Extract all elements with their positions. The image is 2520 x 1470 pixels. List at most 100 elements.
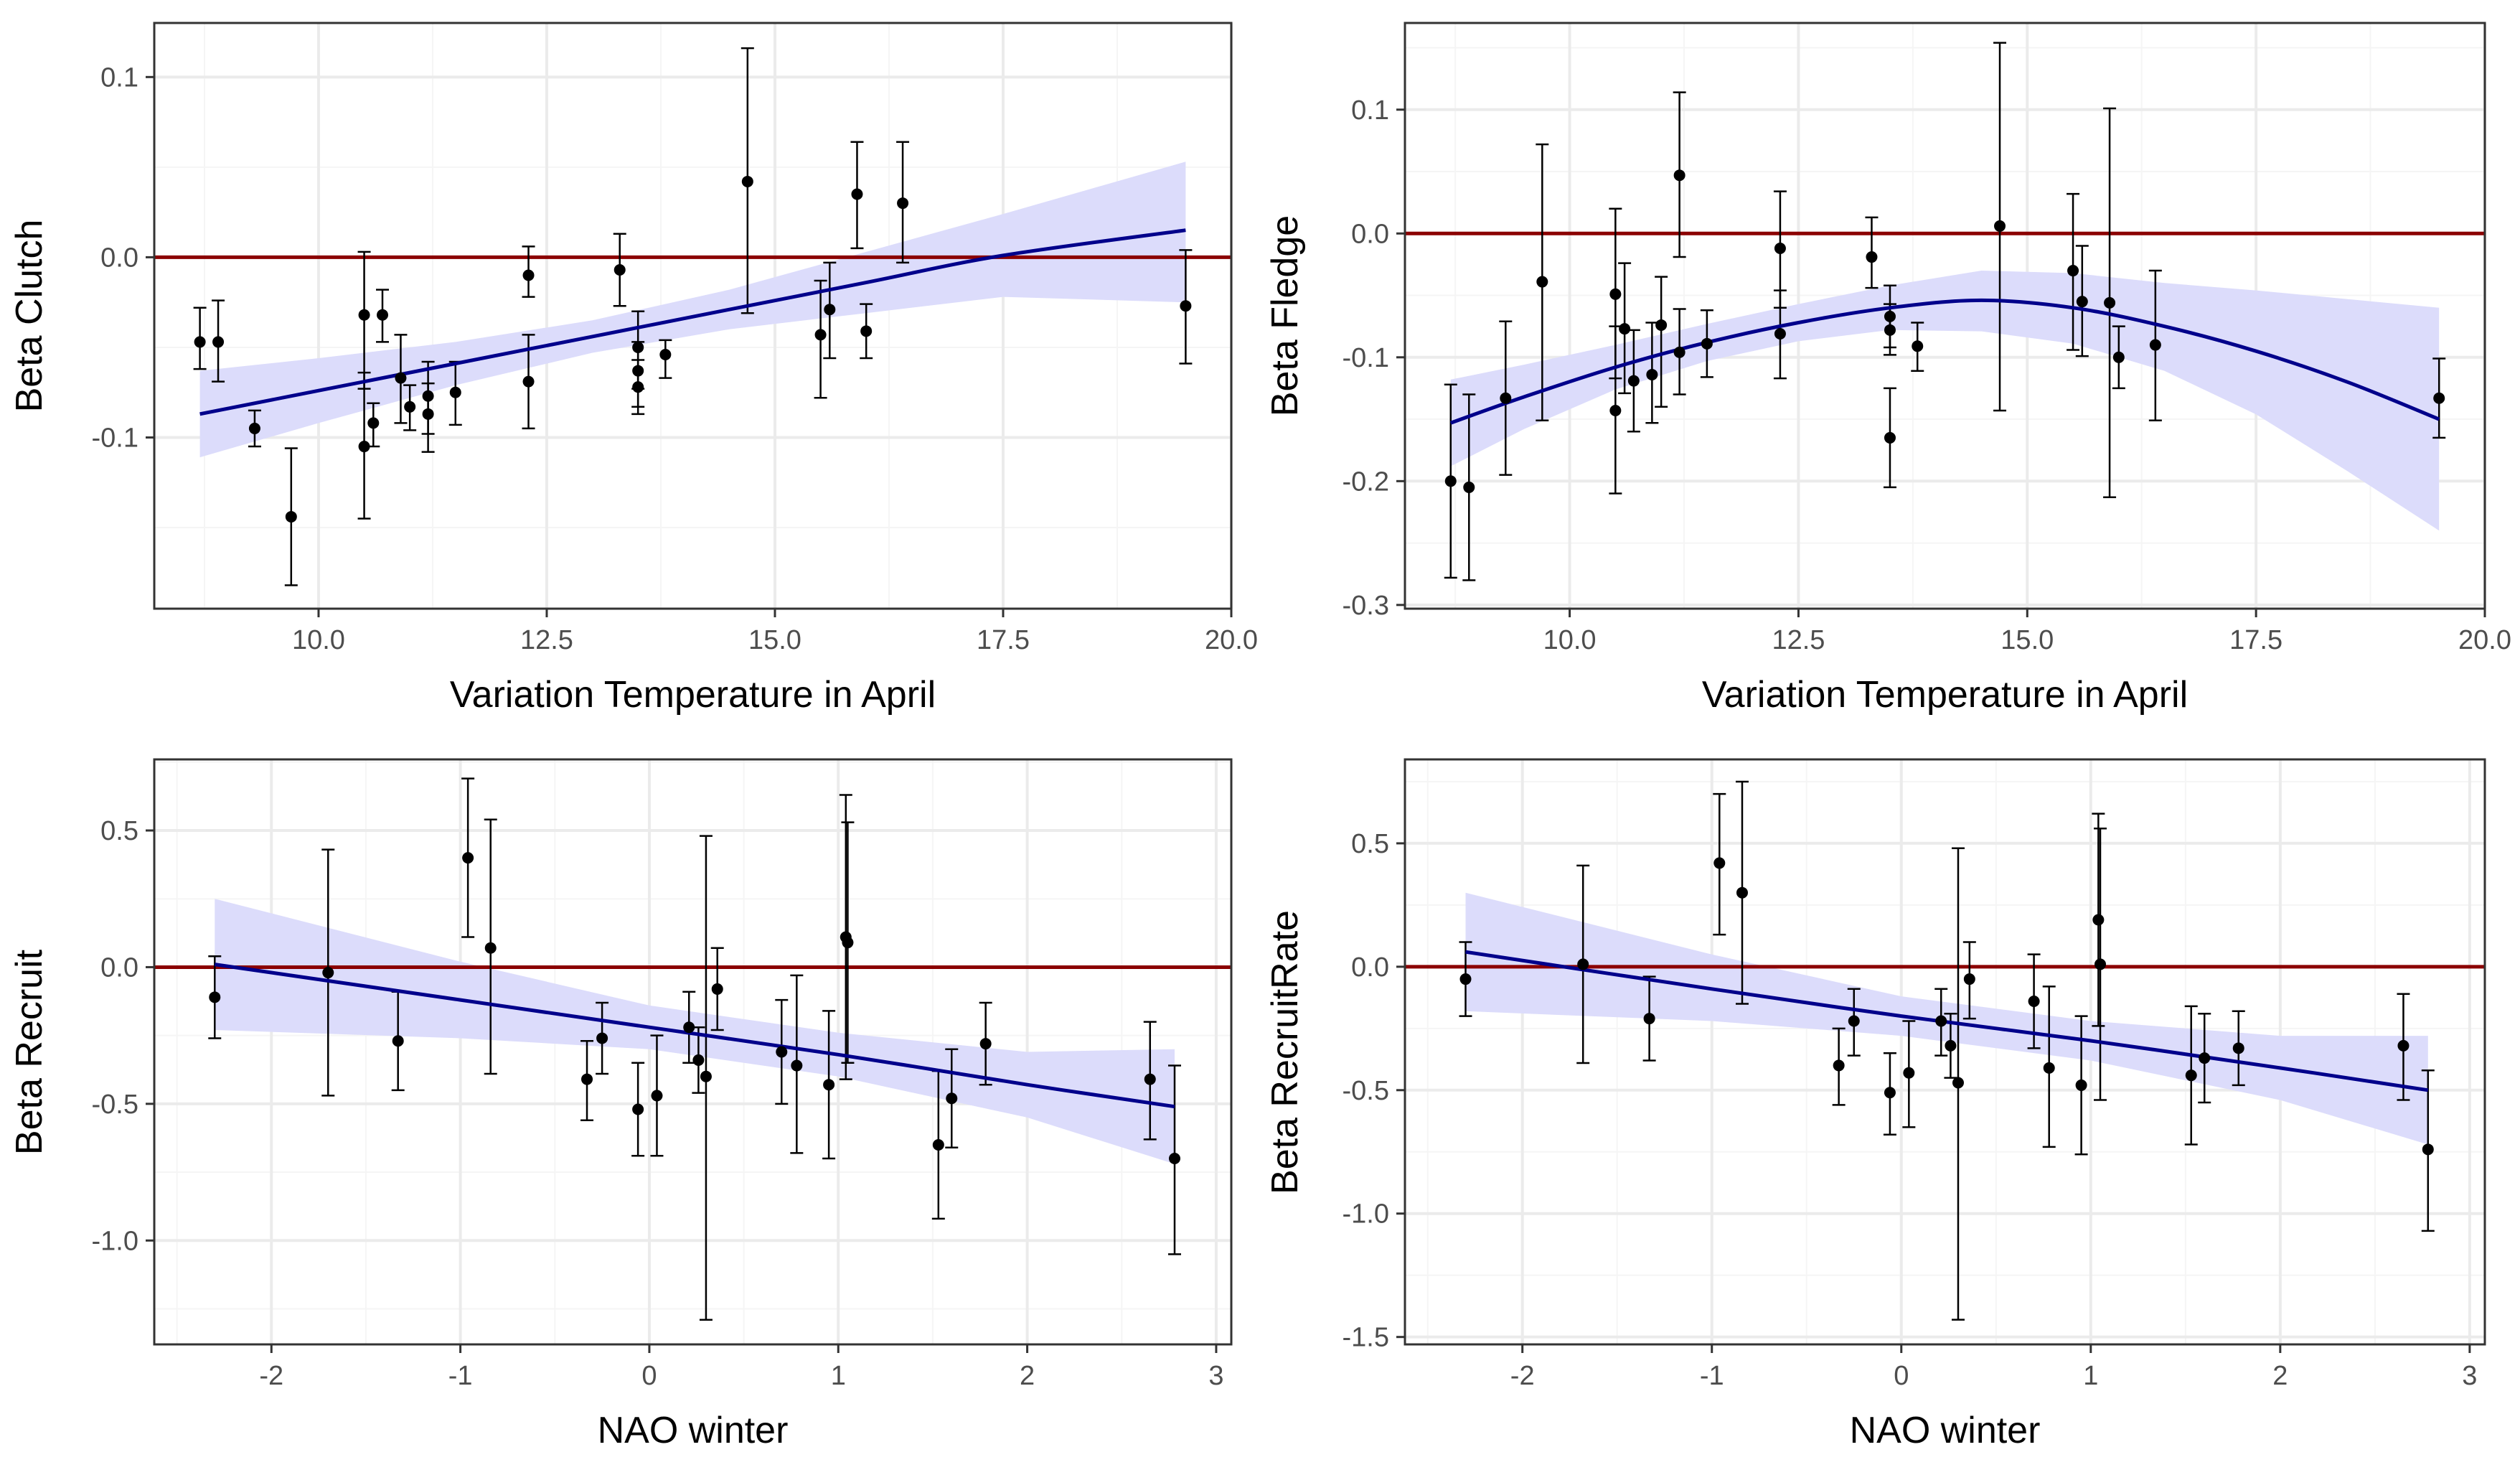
- data-point: [194, 336, 206, 348]
- data-point: [632, 365, 644, 377]
- data-point: [209, 991, 221, 1003]
- data-point: [791, 1059, 803, 1072]
- y-tick-label: -0.1: [1343, 343, 1389, 373]
- fit-line: [199, 228, 1186, 416]
- data-point: [395, 372, 407, 384]
- x-tick-label: -2: [1510, 1361, 1535, 1391]
- y-axis-title: Beta Recruit: [9, 949, 50, 1155]
- data-point: [1463, 481, 1475, 493]
- data-point: [2112, 351, 2125, 363]
- data-point: [1673, 346, 1686, 358]
- data-point: [1736, 886, 1748, 899]
- x-tick-label: 0: [1894, 1361, 1909, 1391]
- data-point: [1945, 1039, 1957, 1052]
- chart-panel-4: -2 -1 0 1 2 3 -1.5 -1.0 -0.5 0.0 0.5 NAO winter Beta…: [1264, 758, 2486, 1451]
- data-point: [1627, 375, 1640, 387]
- data-point: [392, 1035, 404, 1047]
- data-point: [1884, 431, 1896, 444]
- data-point: [2028, 996, 2040, 1008]
- data-point: [2104, 296, 2116, 309]
- x-axis-title: Variation Temperature in April: [1702, 674, 2188, 716]
- data-point: [462, 852, 474, 864]
- data-point: [1619, 323, 1631, 335]
- plot-area: [154, 777, 1231, 1321]
- data-point: [2397, 1039, 2409, 1052]
- data-point: [683, 1021, 695, 1034]
- data-point: [1500, 392, 1512, 404]
- panel-border: [153, 758, 1233, 1346]
- data-point: [824, 304, 836, 316]
- data-point: [1459, 973, 1472, 986]
- x-tick-label: 3: [2462, 1361, 2477, 1391]
- data-point: [322, 967, 334, 979]
- data-point: [776, 1046, 788, 1058]
- x-tick-label: 1: [831, 1361, 846, 1391]
- x-tick-label: 3: [1208, 1361, 1223, 1391]
- x-tick-label: -2: [259, 1361, 283, 1391]
- y-axis-title: Beta Clutch: [9, 220, 50, 413]
- data-point: [632, 1103, 644, 1115]
- data-point: [1903, 1067, 1915, 1079]
- x-tick-label: 2: [1020, 1361, 1035, 1391]
- panel-border: [1404, 758, 2486, 1346]
- data-point: [2043, 1062, 2055, 1074]
- data-point: [1884, 1087, 1896, 1099]
- data-point: [2433, 392, 2445, 404]
- data-point: [1655, 319, 1668, 331]
- y-tick-label: -0.2: [1343, 467, 1389, 497]
- data-point: [711, 983, 723, 995]
- data-point: [1643, 1013, 1655, 1025]
- data-point: [1994, 220, 2006, 232]
- data-point: [2092, 914, 2105, 926]
- y-tick-label: -0.1: [92, 423, 138, 453]
- data-point: [814, 329, 827, 341]
- data-point: [2422, 1143, 2434, 1156]
- data-point: [212, 336, 225, 348]
- data-point: [897, 197, 909, 210]
- data-point: [358, 309, 370, 321]
- x-tick-label: 15.0: [748, 625, 801, 655]
- data-point: [1774, 242, 1786, 254]
- data-point: [2232, 1042, 2244, 1054]
- confidence-ribbon: [1465, 892, 2428, 1145]
- x-tick-label: 10.0: [292, 625, 345, 655]
- data-point: [1169, 1153, 1180, 1165]
- x-tick-label: 20.0: [1205, 625, 1258, 655]
- data-point: [2094, 958, 2107, 970]
- data-point: [1833, 1059, 1845, 1072]
- x-axis-title: NAO winter: [1850, 1410, 2041, 1451]
- x-tick-label: -1: [1700, 1361, 1724, 1391]
- data-point: [1180, 300, 1192, 312]
- data-point: [1774, 328, 1786, 340]
- error-bar: [1655, 276, 1668, 408]
- y-tick-label: -0.3: [1343, 591, 1389, 621]
- data-point: [2076, 296, 2088, 308]
- data-point: [1963, 973, 1975, 986]
- data-point: [522, 269, 535, 281]
- data-point: [823, 1079, 835, 1091]
- data-point: [659, 348, 672, 360]
- y-tick-label: -0.5: [92, 1090, 138, 1120]
- data-point: [1144, 1073, 1156, 1085]
- data-point: [932, 1138, 944, 1151]
- data-point: [449, 386, 461, 398]
- x-tick-label: 15.0: [2001, 625, 2054, 655]
- data-point: [1577, 958, 1589, 970]
- data-point: [522, 375, 535, 388]
- data-point: [581, 1073, 593, 1085]
- y-tick-label: 0.1: [100, 62, 138, 93]
- x-tick-label: 17.5: [2229, 625, 2282, 655]
- data-point: [1848, 1015, 1860, 1027]
- x-axis-title: NAO winter: [598, 1410, 789, 1451]
- data-point: [651, 1090, 663, 1102]
- data-point: [1609, 404, 1622, 416]
- data-point: [979, 1038, 992, 1050]
- data-point: [1952, 1077, 1964, 1089]
- x-tick-label: 17.5: [977, 625, 1030, 655]
- confidence-ribbon: [1450, 271, 2440, 531]
- data-point: [484, 942, 497, 954]
- data-point: [377, 309, 389, 321]
- data-point: [2075, 1079, 2087, 1091]
- chart-panel-3: -2 -1 0 1 2 3 -1.0 -0.5 0.0 0.5 NAO winter Beta Rec…: [9, 758, 1233, 1451]
